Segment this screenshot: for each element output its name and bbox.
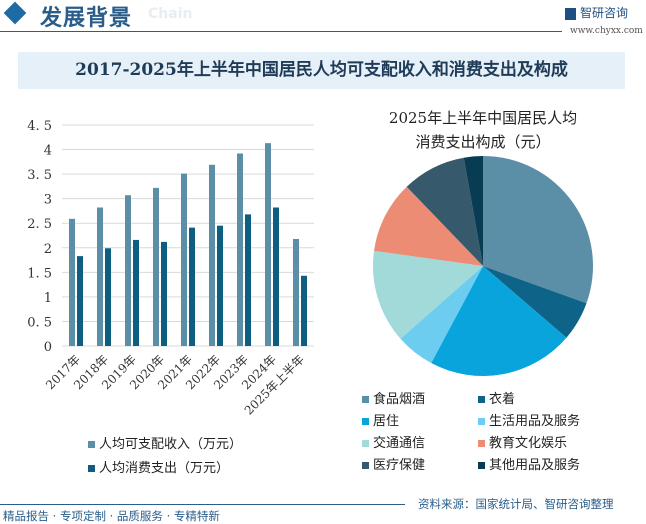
y-tick-label: 0. 5 xyxy=(27,315,52,330)
legend-label: 人均消费支出（万元） xyxy=(99,461,230,476)
bar-expense xyxy=(217,225,223,346)
legend-label: 交通通信 xyxy=(373,436,426,451)
legend-label: 食品烟酒 xyxy=(373,392,426,407)
bar-expense xyxy=(77,256,83,346)
bar-expense xyxy=(161,241,167,346)
header-en-watermark: Chain xyxy=(148,6,193,22)
y-tick-label: 2 xyxy=(44,242,52,257)
legend-swatch xyxy=(478,462,485,469)
brand-url: www.chyxx.com xyxy=(570,26,643,36)
legend-item: 交通通信 xyxy=(362,432,425,451)
y-tick-label: 1. 5 xyxy=(27,266,52,281)
legend-swatch xyxy=(478,418,485,425)
bar-income xyxy=(209,164,215,346)
bar-income xyxy=(97,207,103,346)
legend-label: 居住 xyxy=(373,414,400,429)
legend-swatch xyxy=(478,440,485,447)
pie-slice xyxy=(374,186,483,266)
bar-income xyxy=(181,173,187,346)
legend-item: 衣着 xyxy=(478,388,515,407)
footer-slogan: 精品报告 · 专项定制 · 品质服务 · 专精特新 xyxy=(3,509,220,523)
legend-item: 教育文化娱乐 xyxy=(478,432,567,451)
pie-slice xyxy=(431,266,567,376)
pie-slice xyxy=(483,156,593,304)
legend-swatch xyxy=(362,462,369,469)
bar-income xyxy=(293,238,299,346)
chart-title: 2017-2025年上半年中国居民人均可支配收入和消费支出及构成 xyxy=(75,60,568,80)
brand-name: 智研咨询 xyxy=(580,6,629,20)
bar-legend: 人均可支配收入（万元） 人均消费支出（万元） xyxy=(88,433,242,481)
logo-icon xyxy=(565,7,576,20)
bar-income xyxy=(237,153,243,346)
y-tick-label: 1 xyxy=(44,291,52,306)
legend-label: 衣着 xyxy=(489,392,516,407)
bar-expense xyxy=(245,214,251,346)
pie-slice xyxy=(406,157,483,266)
legend-swatch xyxy=(362,396,369,403)
legend-item: 居住 xyxy=(362,410,399,429)
legend-label: 教育文化娱乐 xyxy=(489,436,568,451)
header-divider xyxy=(0,31,562,32)
bar-expense xyxy=(273,207,279,346)
legend-item: 人均消费支出（万元） xyxy=(88,457,242,476)
bar-income xyxy=(265,143,271,346)
bar-income xyxy=(153,187,159,346)
bar-income xyxy=(69,218,75,346)
source-note: 资料来源：国家统计局、智研咨询整理 xyxy=(418,497,614,511)
y-tick-label: 3 xyxy=(44,193,52,208)
legend-swatch xyxy=(88,441,95,448)
y-tick-label: 0 xyxy=(44,340,52,355)
y-tick-label: 4. 5 xyxy=(27,119,52,134)
legend-label: 人均可支配收入（万元） xyxy=(99,437,243,452)
bar-expense xyxy=(301,275,307,346)
footer-divider xyxy=(0,504,405,505)
y-tick-label: 2. 5 xyxy=(27,217,52,232)
pie-slice xyxy=(463,156,483,266)
bar-expense xyxy=(105,248,111,346)
legend-swatch xyxy=(362,440,369,447)
legend-item: 医疗保健 xyxy=(362,454,425,473)
y-tick-label: 4 xyxy=(44,144,52,159)
legend-label: 医疗保健 xyxy=(373,458,426,473)
legend-swatch xyxy=(362,418,369,425)
legend-label: 生活用品及服务 xyxy=(489,414,581,429)
legend-item: 生活用品及服务 xyxy=(478,410,580,429)
legend-item: 人均可支配收入（万元） xyxy=(88,433,242,452)
legend-swatch xyxy=(88,465,95,472)
pie-slice xyxy=(483,266,587,338)
pie-title: 2025年上半年中国居民人均 xyxy=(389,109,577,127)
bar-expense xyxy=(189,227,195,346)
bar-income xyxy=(125,195,131,346)
legend-item: 其他用品及服务 xyxy=(478,454,580,473)
brand-logo: 智研咨询 xyxy=(565,4,628,21)
legend-swatch xyxy=(478,396,485,403)
bar-expense xyxy=(133,239,139,346)
section-title: 发展背景 xyxy=(40,6,133,31)
pie-slice xyxy=(373,250,483,339)
legend-item: 食品烟酒 xyxy=(362,388,425,407)
y-tick-label: 3. 5 xyxy=(27,168,52,183)
pie-slice xyxy=(400,266,483,364)
legend-label: 其他用品及服务 xyxy=(489,458,581,473)
title-banner: 2017-2025年上半年中国居民人均可支配收入和消费支出及构成 xyxy=(18,52,625,89)
pie-title: 消费支出构成（元） xyxy=(415,133,550,151)
